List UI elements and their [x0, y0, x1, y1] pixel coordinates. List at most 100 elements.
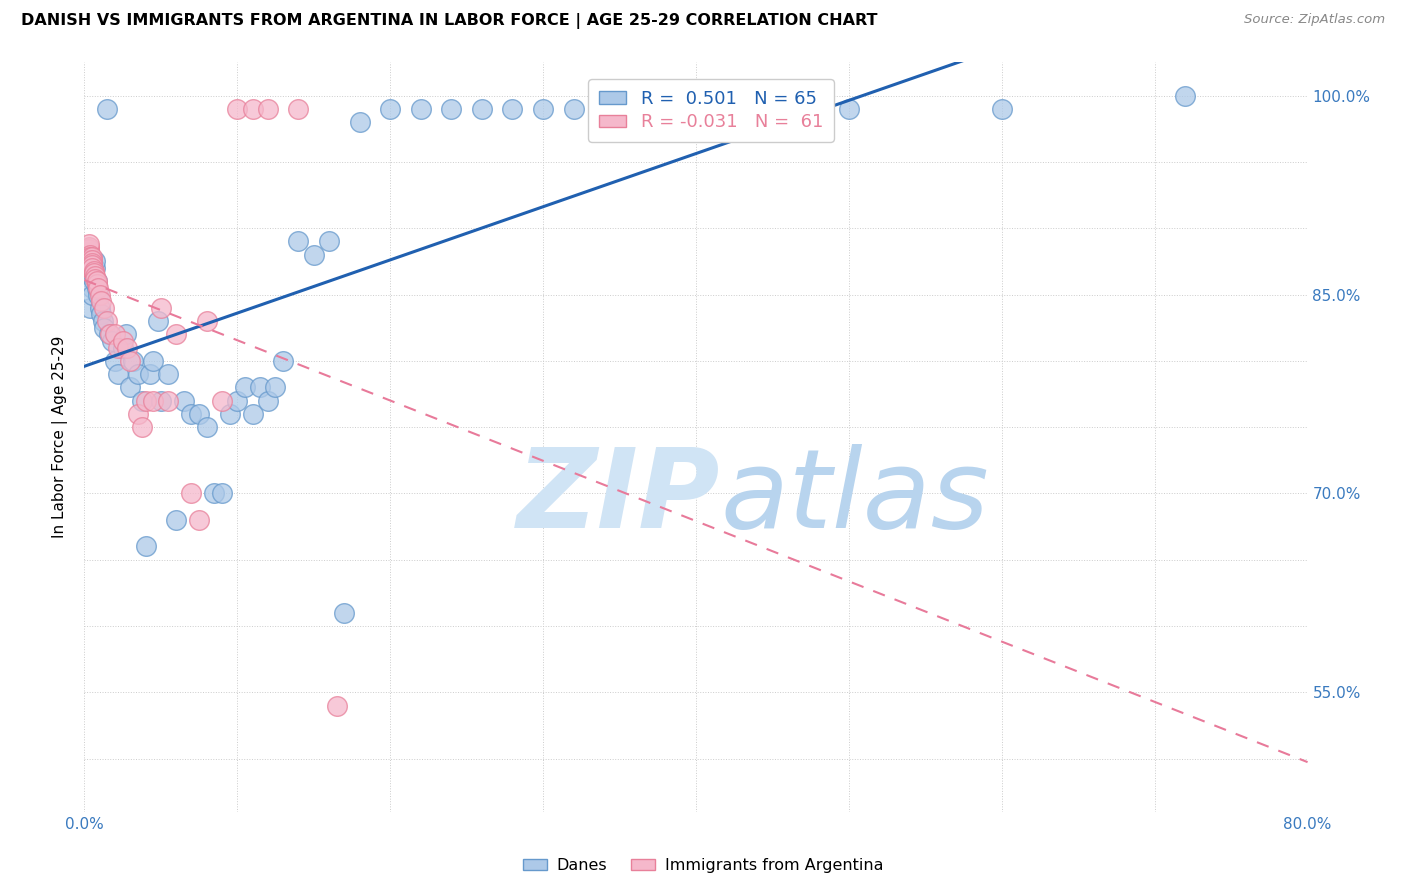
Point: [180, 486, 202, 500]
Text: atlas: atlas: [720, 443, 988, 550]
Point: [180, 407, 202, 421]
Point: [87, 281, 110, 295]
Point: [86, 277, 108, 291]
Point: [77, 253, 100, 268]
Point: [77, 240, 100, 254]
Point: [131, 393, 153, 408]
Point: [80, 251, 103, 265]
Point: [76, 243, 98, 257]
Point: [593, 102, 616, 116]
Point: [91, 314, 114, 328]
Point: [685, 102, 707, 116]
Point: [271, 354, 294, 368]
Point: [302, 248, 325, 262]
Point: [149, 393, 172, 408]
Point: [76, 251, 98, 265]
Point: [77, 258, 100, 272]
Point: [76, 255, 98, 269]
Point: [127, 407, 149, 421]
Point: [218, 407, 240, 421]
Point: [79, 258, 101, 272]
Point: [502, 102, 524, 116]
Point: [249, 380, 271, 394]
Point: [318, 235, 340, 249]
Point: [120, 380, 142, 394]
Point: [165, 513, 187, 527]
Point: [79, 253, 101, 268]
Point: [76, 245, 98, 260]
Point: [173, 393, 195, 408]
Point: [76, 258, 98, 272]
Point: [93, 320, 115, 334]
Point: [146, 314, 169, 328]
Point: [79, 301, 101, 315]
Text: ZIP: ZIP: [517, 443, 720, 550]
Point: [131, 420, 153, 434]
Point: [195, 420, 218, 434]
Point: [76, 253, 98, 268]
Point: [624, 102, 647, 116]
Point: [142, 354, 165, 368]
Point: [122, 354, 145, 368]
Point: [188, 407, 211, 421]
Point: [80, 258, 103, 272]
Point: [409, 102, 432, 116]
Point: [80, 260, 103, 275]
Text: Source: ZipAtlas.com: Source: ZipAtlas.com: [1244, 13, 1385, 27]
Point: [80, 287, 103, 301]
Point: [531, 102, 554, 116]
Text: DANISH VS IMMIGRANTS FROM ARGENTINA IN LABOR FORCE | AGE 25-29 CORRELATION CHART: DANISH VS IMMIGRANTS FROM ARGENTINA IN L…: [21, 13, 877, 29]
Point: [97, 327, 120, 342]
Point: [90, 294, 112, 309]
Point: [79, 255, 101, 269]
Point: [90, 307, 112, 321]
Point: [76, 248, 98, 262]
Point: [991, 102, 1014, 116]
Point: [242, 102, 264, 116]
Point: [80, 281, 103, 295]
Point: [333, 606, 356, 620]
Point: [77, 248, 100, 262]
Point: [79, 248, 101, 262]
Point: [257, 393, 280, 408]
Point: [838, 102, 860, 116]
Point: [93, 301, 115, 315]
Point: [157, 393, 180, 408]
Point: [77, 245, 100, 260]
Point: [96, 314, 118, 328]
Point: [83, 266, 105, 280]
Point: [77, 255, 100, 269]
Point: [77, 251, 100, 265]
Point: [287, 102, 309, 116]
Point: [86, 281, 108, 295]
Point: [257, 102, 280, 116]
Point: [84, 254, 107, 268]
Point: [157, 367, 180, 381]
Point: [380, 102, 402, 116]
Point: [165, 327, 187, 342]
Point: [77, 243, 100, 257]
Point: [104, 354, 127, 368]
Point: [120, 354, 142, 368]
Point: [349, 115, 371, 129]
Point: [211, 486, 233, 500]
Point: [104, 327, 127, 342]
Point: [233, 380, 256, 394]
Point: [242, 407, 264, 421]
Point: [77, 237, 100, 252]
Point: [188, 513, 211, 527]
Point: [111, 341, 134, 355]
Point: [98, 327, 121, 342]
Point: [84, 268, 107, 283]
Legend: R =  0.501   N = 65, R = -0.031   N =  61: R = 0.501 N = 65, R = -0.031 N = 61: [588, 79, 834, 142]
Point: [77, 260, 100, 275]
Point: [80, 255, 103, 269]
Point: [195, 314, 218, 328]
Point: [111, 334, 134, 348]
Point: [83, 274, 105, 288]
Point: [202, 486, 225, 500]
Point: [80, 253, 103, 268]
Point: [264, 380, 287, 394]
Point: [107, 341, 129, 355]
Point: [86, 274, 108, 288]
